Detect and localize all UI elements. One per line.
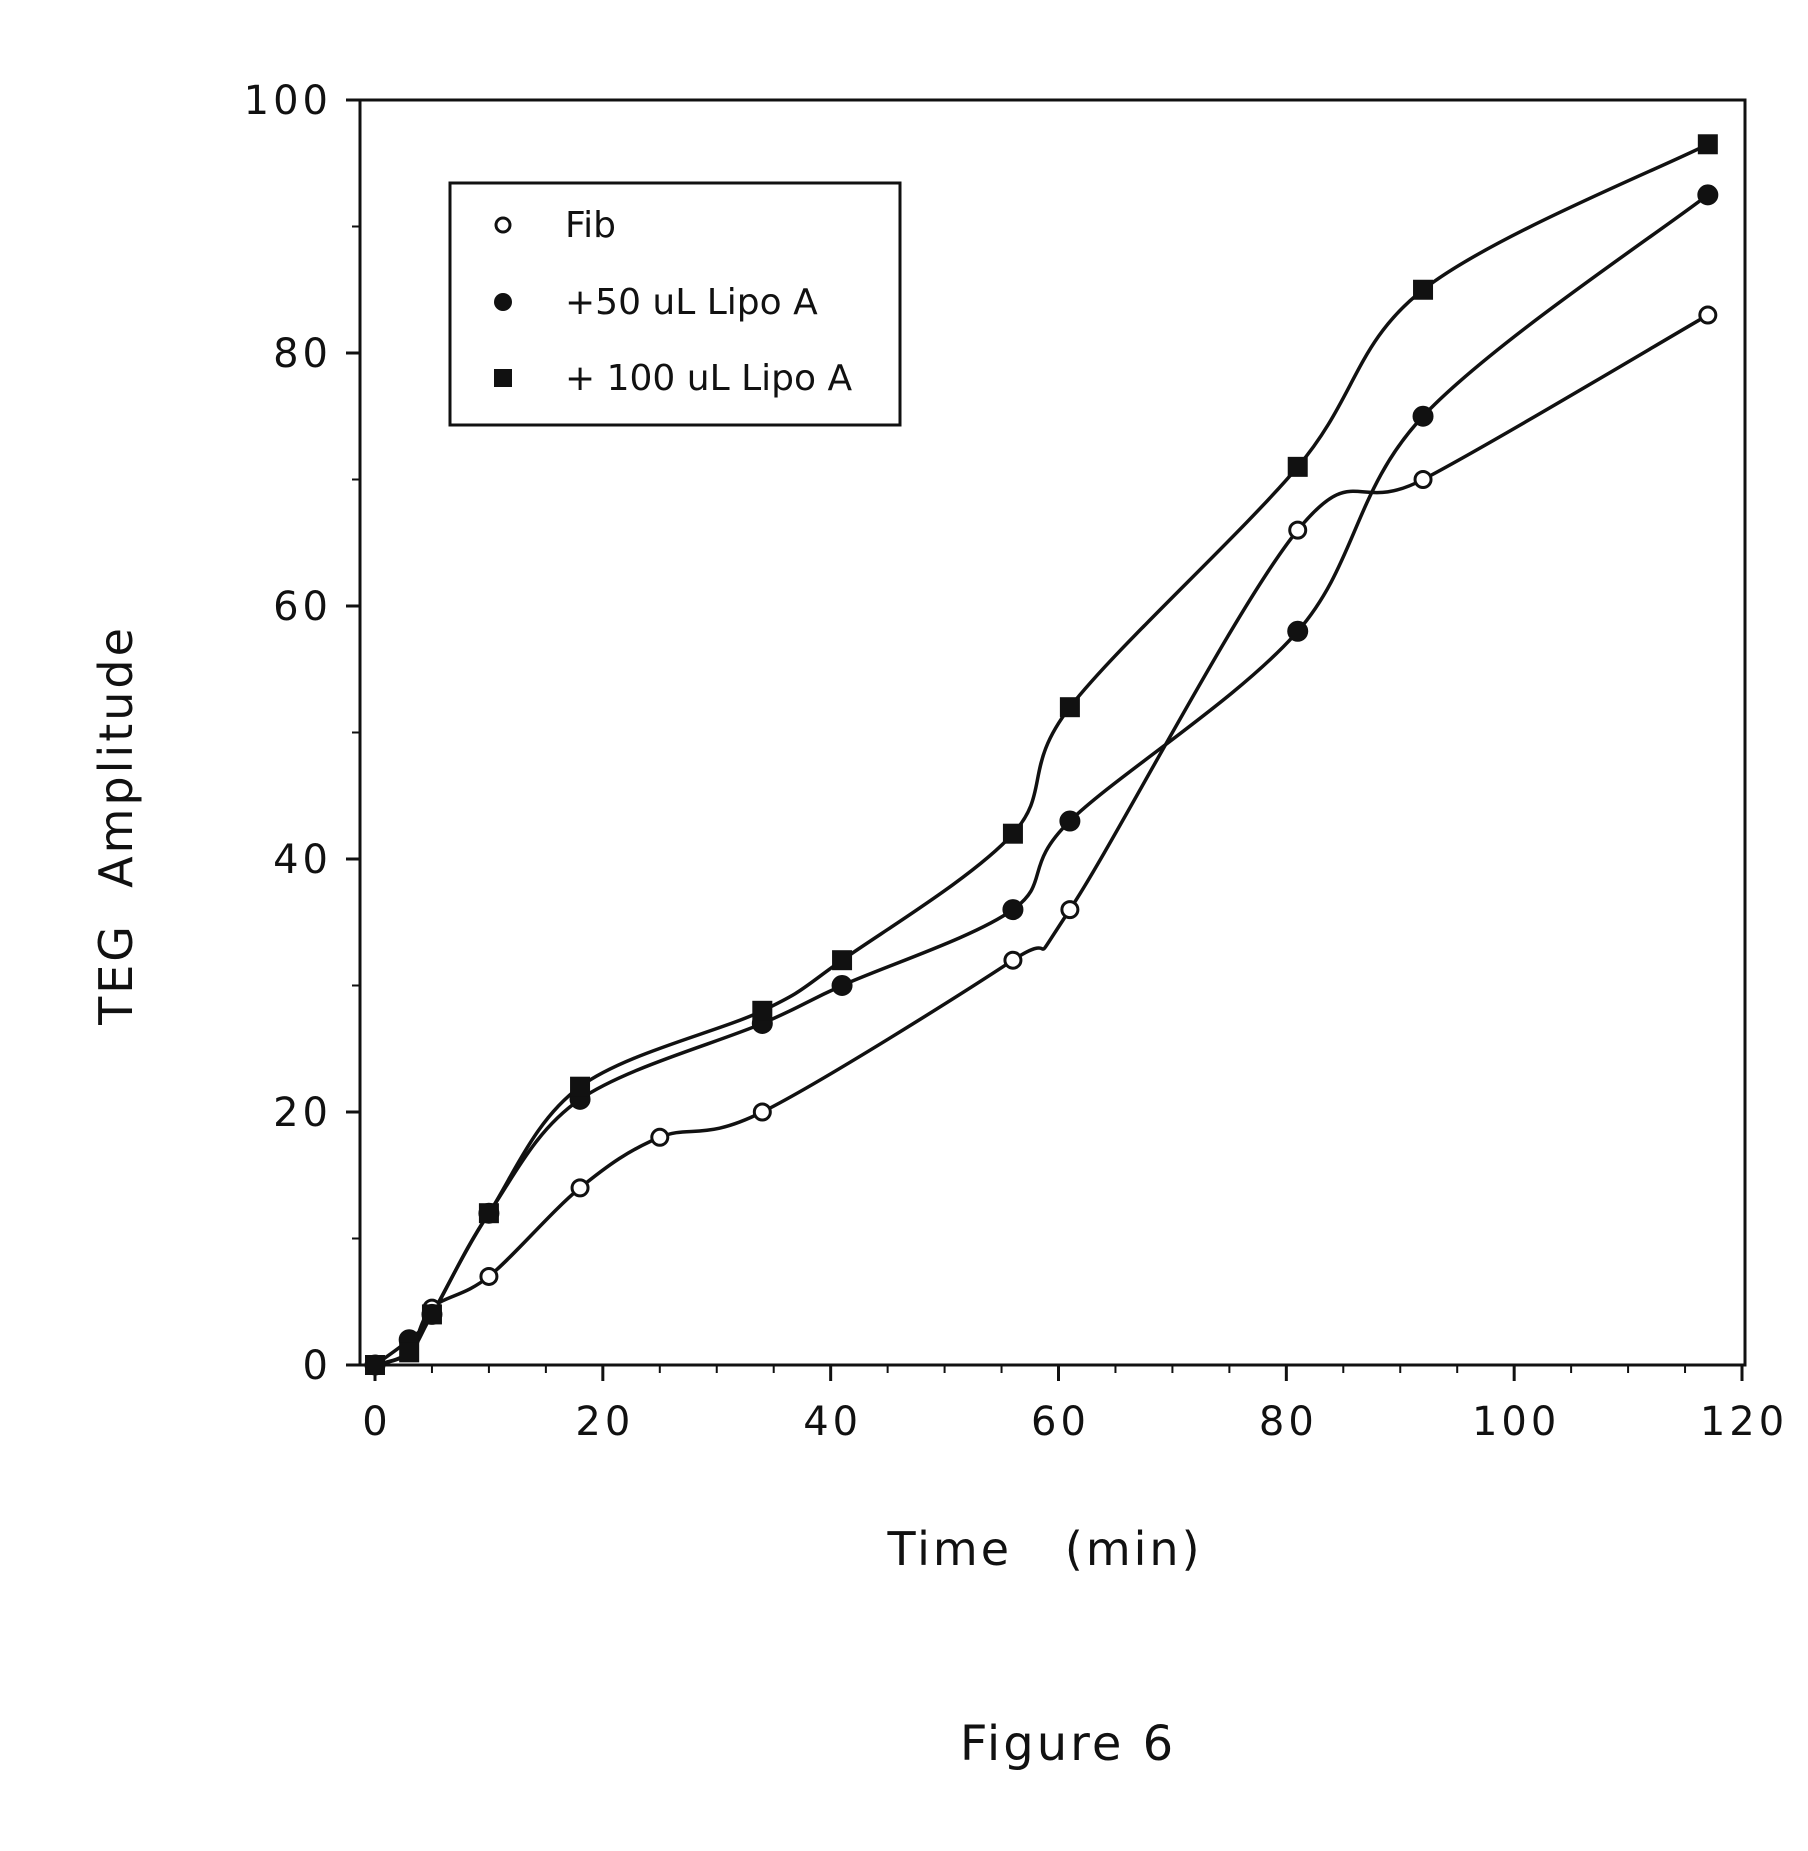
series-1-point-6: [754, 1104, 770, 1120]
y-tick-label-20: 20: [273, 1090, 332, 1136]
series-3-point-0: [365, 1355, 385, 1375]
y-tick-label-80: 80: [273, 331, 332, 377]
series-1-point-10: [1415, 472, 1431, 488]
y-tick-label-60: 60: [273, 584, 332, 630]
series-3-point-8: [1060, 697, 1080, 717]
series-3-point-2: [422, 1304, 442, 1324]
x-tick-label-120: 120: [1700, 1399, 1788, 1445]
y-tick-label-0: 0: [303, 1343, 332, 1389]
series-3-point-5: [752, 1001, 772, 1021]
y-axis-title: TEG Amplitude: [89, 625, 143, 1026]
x-tick-label-60: 60: [1031, 1399, 1090, 1445]
series-1-point-3: [481, 1268, 497, 1284]
series-1-point-9: [1290, 522, 1306, 538]
series-3-point-10: [1413, 280, 1433, 300]
series-1-point-7: [1005, 952, 1021, 968]
x-tick-label-0: 0: [362, 1399, 391, 1445]
x-axis-ticks: 0 20 40 60 80 100 120: [362, 1365, 1788, 1445]
series-3-point-9: [1288, 457, 1308, 477]
series-3-point-6: [832, 950, 852, 970]
legend-marker-3: [494, 369, 512, 387]
x-tick-label-40: 40: [803, 1399, 862, 1445]
y-axis-ticks: 0 20 40 60 80 100: [244, 78, 360, 1389]
x-tick-label-80: 80: [1259, 1399, 1318, 1445]
legend-label-1: Fib: [565, 205, 616, 246]
series-3-point-11: [1698, 134, 1718, 154]
series-line-1: [375, 315, 1708, 1365]
legend-marker-2: [494, 293, 512, 311]
series-2-point-8: [1060, 811, 1080, 831]
legend: Fib +50 uL Lipo A + 100 uL Lipo A: [450, 183, 900, 425]
series-2-point-6: [832, 976, 852, 996]
figure-caption: Figure 6: [960, 1716, 1176, 1772]
x-tick-label-100: 100: [1472, 1399, 1560, 1445]
series-1-point-11: [1700, 307, 1716, 323]
series-3-point-1: [399, 1342, 419, 1362]
x-axis-title: Time (min): [886, 1522, 1202, 1576]
series-3-point-4: [570, 1077, 590, 1097]
series-1-point-8: [1062, 902, 1078, 918]
legend-label-2: +50 uL Lipo A: [565, 282, 818, 323]
series-2-point-11: [1698, 185, 1718, 205]
series-1-point-5: [652, 1129, 668, 1145]
y-tick-label-100: 100: [244, 78, 332, 124]
series-2-point-9: [1288, 621, 1308, 641]
series-1-point-4: [572, 1180, 588, 1196]
series-3-point-7: [1003, 824, 1023, 844]
legend-label-3: + 100 uL Lipo A: [565, 358, 852, 399]
legend-marker-1: [496, 218, 510, 232]
x-tick-label-20: 20: [575, 1399, 634, 1445]
y-tick-label-40: 40: [273, 837, 332, 883]
series-2-point-7: [1003, 900, 1023, 920]
series-3-point-3: [479, 1203, 499, 1223]
series-2-point-10: [1413, 406, 1433, 426]
